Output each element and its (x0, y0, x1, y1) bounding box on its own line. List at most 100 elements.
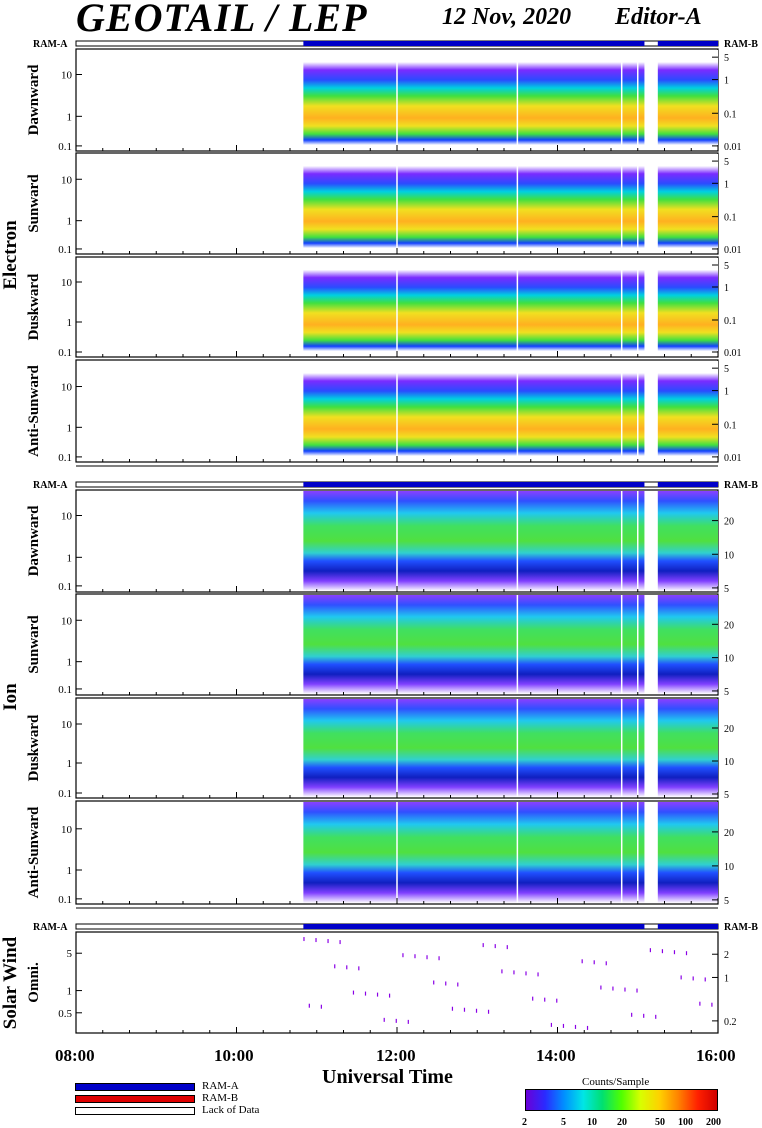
y-tick-label: 0.1 (58, 141, 72, 153)
right-tick-label: 5 (724, 261, 729, 272)
count-mark (438, 956, 440, 961)
y-tick-label: 10 (61, 174, 73, 186)
count-mark (308, 1003, 310, 1008)
right-tick-label: 2 (724, 950, 729, 961)
ram-a-label: RAM-A (33, 39, 68, 50)
count-mark (506, 945, 508, 950)
y-tick-label: 1 (67, 657, 73, 669)
count-mark (407, 1019, 409, 1024)
count-mark (544, 997, 546, 1002)
count-mark (383, 1017, 385, 1022)
count-mark (612, 986, 614, 991)
count-mark (376, 992, 379, 997)
count-mark (315, 938, 317, 943)
count-mark (537, 972, 539, 977)
right-tick-label: 5 (724, 364, 729, 375)
y-tick-label: 1 (67, 216, 73, 228)
count-mark (327, 939, 329, 944)
ram-status-bar (75, 481, 719, 488)
ion-group-label: Ion (0, 683, 21, 711)
count-mark (550, 1022, 553, 1027)
panel-frame (75, 931, 719, 1034)
colorbar-tick: 2 (522, 1117, 527, 1128)
count-mark (451, 1006, 454, 1011)
y-tick-label: 10 (61, 615, 73, 627)
count-mark (649, 948, 651, 953)
ram-b-label: RAM-B (724, 39, 758, 50)
spectrogram-band (303, 699, 645, 797)
plot-editor: Editor-A (615, 4, 702, 30)
spectrogram-band (657, 154, 718, 253)
y-tick-label: 0.1 (58, 452, 72, 464)
count-mark (556, 998, 558, 1003)
colorbar-tick: 100 (678, 1117, 693, 1128)
count-mark (445, 981, 447, 986)
spectrogram-band (303, 258, 645, 356)
count-mark (593, 960, 595, 965)
panel-label: Dawnward (26, 505, 42, 576)
spectrogram-band (303, 491, 645, 591)
y-tick-label: 0.1 (58, 347, 72, 359)
legend-ram-b-label: RAM-B (202, 1092, 239, 1104)
right-tick-label: 1 (724, 179, 729, 190)
panel-label: Dawnward (26, 64, 42, 135)
count-mark (586, 1025, 589, 1030)
count-mark (673, 950, 676, 955)
ram-a-segment (657, 482, 718, 487)
right-tick-label: 0.01 (724, 348, 742, 359)
legend-lack-label: Lack of Data (202, 1104, 260, 1116)
count-mark (513, 970, 515, 975)
ram-a-segment (657, 924, 718, 929)
right-tick-label: 1 (724, 76, 729, 87)
panel-label: Sunward (26, 174, 42, 233)
colorbar-tick: 20 (617, 1117, 627, 1128)
ram-b-label: RAM-B (724, 922, 758, 933)
count-mark (631, 1012, 633, 1017)
count-mark (482, 943, 484, 948)
right-tick-label: 5 (724, 584, 729, 595)
count-mark (501, 969, 503, 974)
y-tick-label: 1 (67, 986, 73, 998)
count-mark (402, 953, 404, 958)
y-tick-label: 1 (67, 865, 73, 877)
ram-a-label: RAM-A (33, 922, 68, 933)
count-mark (494, 944, 496, 949)
spectrogram-band (657, 699, 718, 797)
count-mark (426, 955, 428, 960)
y-tick-label: 10 (61, 277, 73, 289)
count-mark (487, 1009, 490, 1014)
solar-wind-group-label: Solar Wind (0, 936, 21, 1029)
count-mark (605, 961, 607, 966)
right-tick-label: 0.1 (724, 213, 737, 224)
colorbar-tick: 5 (561, 1117, 566, 1128)
right-tick-label: 0.2 (724, 1017, 737, 1028)
colorbar-tick: 10 (587, 1117, 597, 1128)
right-tick-label: 5 (724, 687, 729, 698)
x-tick-label: 16:00 (696, 1046, 736, 1065)
panel-label: Anti-Sunward (26, 365, 42, 457)
count-mark (692, 976, 694, 981)
plot-title: GEOTAIL / LEP (76, 0, 368, 40)
count-mark (574, 1024, 577, 1029)
right-tick-label: 0.01 (724, 142, 742, 153)
y-tick-label: 1 (67, 111, 73, 123)
spectrogram-panel (75, 48, 719, 152)
colorbar-tick: 200 (706, 1117, 721, 1128)
count-mark (685, 951, 688, 956)
spectrogram-band (303, 361, 645, 461)
spectrogram-panel (75, 800, 719, 905)
spectrogram-band (303, 154, 645, 253)
ram-status-bar (75, 923, 719, 930)
spectrogram-band (657, 361, 718, 461)
count-mark (699, 1001, 701, 1006)
count-mark (600, 985, 602, 990)
right-tick-label: 0.01 (724, 245, 742, 256)
right-tick-label: 5 (724, 53, 729, 64)
y-tick-label: 10 (61, 824, 73, 836)
y-tick-label: 10 (61, 719, 73, 731)
x-tick-label: 10:00 (214, 1046, 254, 1065)
count-mark (636, 988, 638, 993)
right-tick-label: 20 (724, 724, 734, 735)
right-tick-label: 5 (724, 896, 729, 907)
count-mark (711, 1002, 713, 1007)
